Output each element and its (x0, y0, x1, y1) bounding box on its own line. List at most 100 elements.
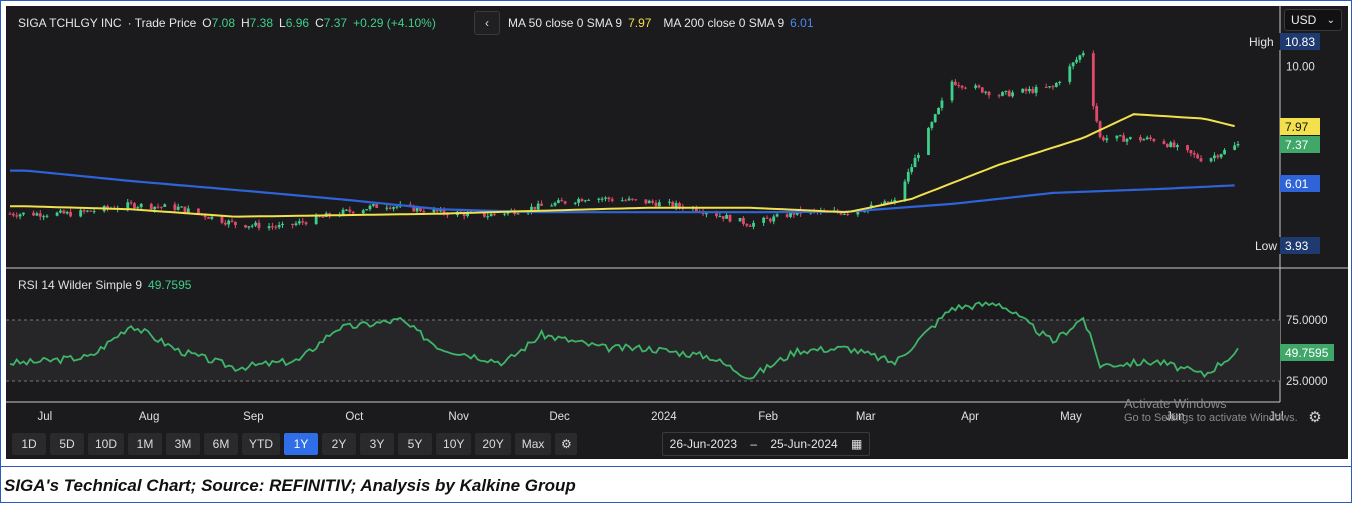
candle-body (933, 114, 937, 123)
candle (1058, 80, 1062, 86)
range-button-5d[interactable]: 5D (50, 433, 84, 455)
candle (553, 201, 557, 207)
range-button-1d[interactable]: 1D (12, 433, 46, 455)
candle-body (886, 201, 890, 204)
candle (277, 221, 281, 230)
candle (1145, 135, 1149, 141)
candle-body (1165, 144, 1169, 148)
candle-body (953, 81, 957, 86)
candle-body (856, 211, 860, 215)
candle-body (291, 223, 295, 225)
candle (657, 199, 661, 207)
candle-body (916, 154, 920, 159)
candle (1169, 140, 1173, 148)
candle-body (271, 226, 274, 228)
candle-body (1091, 53, 1095, 107)
candle (1122, 132, 1126, 142)
candle (176, 203, 180, 211)
range-button-6m[interactable]: 6M (204, 433, 239, 455)
collapse-legend-button[interactable]: ‹ (474, 11, 500, 35)
candle-body (1078, 55, 1082, 60)
candle-body (644, 199, 648, 204)
range-button-1m[interactable]: 1M (128, 433, 163, 455)
candle-body (1236, 143, 1240, 146)
low-tag-value: 3.93 (1280, 237, 1320, 254)
candle (1007, 89, 1011, 97)
candle (933, 113, 937, 123)
candle (163, 203, 167, 208)
symbol-name: SIGA TCHLGY INC (18, 16, 122, 30)
range-button-ytd[interactable]: YTD (242, 433, 281, 455)
candle-body (516, 213, 520, 215)
candle-body (536, 203, 540, 210)
candle-body (913, 158, 917, 168)
candle (604, 196, 607, 202)
candle-body (903, 181, 907, 200)
candle-body (654, 202, 658, 207)
candle-body (1095, 106, 1099, 122)
candle-body (960, 85, 964, 88)
range-button-10y[interactable]: 10Y (436, 433, 472, 455)
range-button-20y[interactable]: 20Y (475, 433, 511, 455)
candle (634, 199, 638, 201)
candle-body (573, 202, 577, 204)
candle-body (974, 85, 977, 88)
candle (18, 213, 22, 220)
range-button-3y[interactable]: 3Y (360, 433, 395, 455)
candle (1105, 134, 1109, 143)
candle-body (742, 217, 745, 224)
candle (654, 199, 658, 208)
ma-legend: ‹ MA 50 close 0 SMA 9 7.97 MA 200 close … (474, 11, 814, 35)
series-label: · Trade Price (127, 16, 197, 30)
candle (580, 197, 584, 202)
time-tick-label: Nov (448, 411, 469, 423)
candle (916, 152, 920, 162)
range-button-10d[interactable]: 10D (88, 433, 125, 455)
candle-body (186, 208, 190, 213)
range-button-1y[interactable]: 1Y (284, 433, 319, 455)
chart-settings-icon[interactable]: ⚙ (1308, 409, 1322, 426)
candle (927, 126, 930, 156)
candle (85, 210, 89, 213)
candle-body (11, 213, 15, 216)
currency-select[interactable]: USD ⌄ (1284, 9, 1342, 31)
candle (1078, 54, 1082, 63)
candle-body (385, 207, 389, 209)
range-button-max[interactable]: Max (514, 433, 552, 455)
candle-body (422, 211, 426, 213)
candle (577, 197, 580, 207)
candle-body (133, 203, 136, 209)
candle (647, 199, 651, 204)
candle (1125, 137, 1129, 146)
candle-body (8, 213, 12, 215)
ma50-label: MA 50 close 0 SMA 9 (508, 16, 623, 30)
rsi-value-tag: 49.7595 (1280, 344, 1334, 361)
range-button-3m[interactable]: 3M (166, 433, 201, 455)
candle (1189, 149, 1193, 157)
candle-body (1105, 138, 1109, 141)
candle (1115, 135, 1119, 142)
candle (385, 205, 389, 211)
candle-body (1075, 59, 1078, 63)
candle-body (721, 216, 725, 219)
candle-body (718, 216, 722, 218)
candle-body (607, 197, 611, 200)
range-settings-gear-icon[interactable]: ⚙ (555, 433, 578, 455)
candle-body (600, 198, 604, 200)
candle (974, 83, 977, 90)
open-key: O (202, 16, 212, 30)
range-button-2y[interactable]: 2Y (322, 433, 357, 455)
candle-body (180, 206, 183, 208)
candle (1051, 85, 1055, 91)
candle-body (738, 217, 742, 222)
rsi-tick-label: 75.0000 (1286, 315, 1328, 327)
ma200-tag: 6.01 (1280, 175, 1320, 192)
range-button-5y[interactable]: 5Y (398, 433, 433, 455)
candle-body (139, 203, 143, 208)
candle (980, 87, 984, 94)
candle-body (408, 204, 412, 206)
price-legend: SIGA TCHLGY INC · Trade Price O 7.08 H 7.3… (18, 14, 436, 32)
high-key: H (241, 16, 250, 30)
date-range-picker[interactable]: 26-Jun-2023 – 25-Jun-2024 ▦ (662, 432, 870, 456)
candle-body (149, 203, 153, 210)
